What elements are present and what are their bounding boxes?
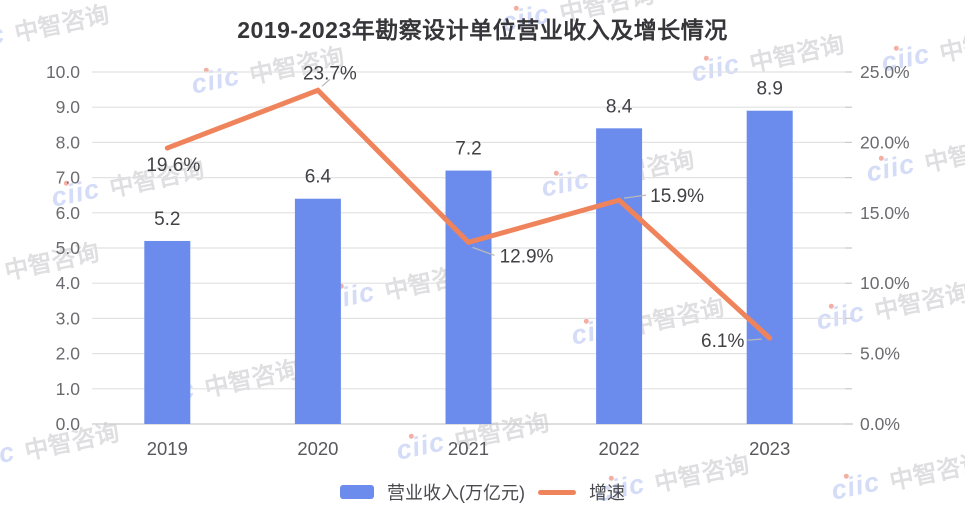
y-axis-left-labels: 0.0 1.0 2.0 3.0 4.0 5.0 6.0 7.0 8.0 9.0 10.0 [46,62,80,434]
x-axis-label: 2019 [147,438,188,459]
y-axis-right-label: 0.0% [860,414,900,434]
y-axis-left-label: 2.0 [56,344,81,364]
bar-2021 [445,170,492,424]
x-axis-label: 2022 [599,438,640,459]
y-axis-left-label: 6.0 [56,203,81,223]
y-axis-left-label: 8.0 [56,132,81,152]
x-axis-label: 2020 [297,438,338,459]
leader-lines [321,78,762,341]
y-axis-left-label: 10.0 [46,62,80,82]
y-axis-right-label: 20.0% [860,132,910,152]
chart-legend: 营业收入(万亿元) 增速 [0,479,965,505]
bar-value-label: 8.4 [606,96,633,117]
bar-value-label: 5.2 [154,209,180,230]
line-value-label: 12.9% [500,246,554,267]
legend-line-swatch [538,489,576,495]
y-axis-right-label: 10.0% [860,273,910,293]
bar-value-label: 8.9 [756,79,782,100]
bar-2023 [746,110,793,424]
y-axis-left-label: 5.0 [56,238,81,258]
y-axis-right-label: 15.0% [860,203,910,223]
y-axis-left-label: 9.0 [56,97,81,117]
legend-bar-label: 营业收入(万亿元) [387,483,525,503]
x-axis-label: 2021 [448,438,489,459]
line-value-labels: 19.6% 23.7% 12.9% 15.9% 6.1% [146,63,744,352]
label-leader [472,246,495,256]
label-leader [747,338,762,341]
legend-bar-swatch [340,485,374,499]
legend-line-label: 增速 [589,483,625,503]
y-axis-right-labels: 0.0% 5.0% 10.0% 15.0% 20.0% 25.0% [860,62,910,434]
bars [144,110,793,424]
y-axis-left-label: 7.0 [56,168,81,188]
y-axis-left-label: 0.0 [56,414,81,434]
growth-line [164,87,773,341]
label-leader [624,194,647,199]
chart-title: 2019-2023年勘察设计单位营业收入及增长情况 [237,17,728,43]
bar-value-label: 7.2 [455,139,481,160]
x-axis-label: 2023 [749,438,790,459]
line-value-label: 6.1% [701,331,744,352]
bar-2022 [596,128,643,424]
y-axis-right-label: 5.0% [860,344,900,364]
y-axis-left-label: 1.0 [56,379,81,399]
y-axis-left-label: 4.0 [56,273,81,293]
x-axis-labels: 2019 2020 2021 2022 2023 [147,438,791,459]
growth-line-path [164,87,773,341]
bar-2020 [294,198,341,424]
label-leader [321,78,331,87]
y-axis-right-label: 25.0% [860,62,910,82]
bar-value-label: 6.4 [305,167,332,188]
bar-2019 [144,240,191,424]
y-axis-left-label: 3.0 [56,308,81,328]
line-value-label: 23.7% [303,63,357,84]
bar-value-labels: 5.2 6.4 7.2 8.4 8.9 [154,79,783,230]
line-value-label: 19.6% [146,155,200,176]
line-value-label: 15.9% [650,186,704,207]
